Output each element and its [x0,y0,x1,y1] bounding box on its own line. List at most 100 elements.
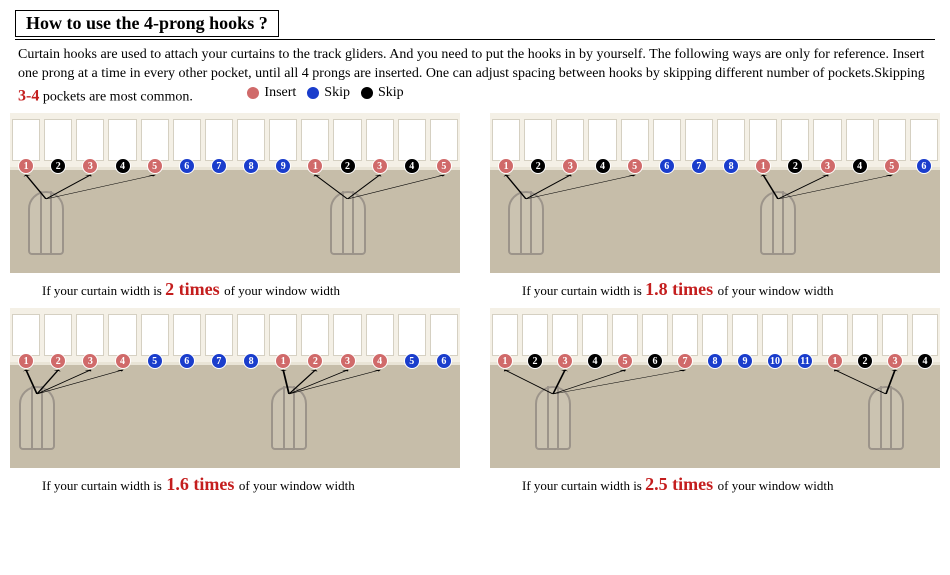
pocket-dot: 8 [723,158,739,174]
dots-row: 12345678910111234 [490,362,940,382]
pocket-slot [269,314,297,356]
caption-text-a: If your curtain width is [42,478,162,493]
pocket-dot: 2 [527,353,543,369]
legend-dot [360,86,374,100]
page-title: How to use the 4-prong hooks ? [15,10,279,37]
pocket-dot: 4 [917,353,933,369]
panel: 12345678910111234 If your curtain width i… [490,308,940,495]
pocket-slot [269,119,297,161]
description-red: 3-4 [18,87,39,104]
pocket-slot [556,119,584,161]
pocket-slot [612,314,638,356]
panel-caption: If your curtain width is 1.6 times of yo… [42,474,460,495]
pocket-dot: 3 [557,353,573,369]
caption-multiplier: 1.6 times [162,474,239,494]
pocket-dot: 5 [884,158,900,174]
pocket-dot: 2 [340,158,356,174]
pocket-dot: 3 [372,158,388,174]
pocket-slot [205,119,233,161]
panel-caption: If your curtain width is 2.5 times of yo… [522,474,940,495]
panel-caption: If your curtain width is 2 times of your… [42,279,460,300]
panel-diagram: 12345678912345 [10,113,460,273]
pocket-slot [301,314,329,356]
pocket-slot [173,119,201,161]
pocket-slot [522,314,548,356]
pocket-dot: 1 [275,353,291,369]
prong-hook [760,191,796,255]
pocket-slot [76,119,104,161]
pocket-dot: 3 [887,353,903,369]
pocket-slot [524,119,552,161]
pocket-slot [492,119,520,161]
prong-hook [28,191,64,255]
pocket-dot: 1 [307,158,323,174]
pocket-dot: 2 [787,158,803,174]
caption-text-b: of your window width [224,283,340,298]
pocket-slot [822,314,848,356]
legend-dot [246,86,260,100]
pocket-dot: 5 [147,353,163,369]
pocket-slot [366,119,394,161]
panel: 12345678123456 If your curtain width is 1… [490,113,940,300]
prong-hook [330,191,366,255]
pocket-dot: 5 [147,158,163,174]
pocket-dot: 4 [372,353,388,369]
pocket-dot: 3 [562,158,578,174]
pocket-dot: 9 [737,353,753,369]
panel-caption: If your curtain width is 1.8 times of yo… [522,279,940,300]
prong-hook [19,386,55,450]
pocket-tape [10,113,460,167]
pocket-dot: 5 [617,353,633,369]
pocket-slot [912,314,938,356]
pocket-slot [852,314,878,356]
pocket-slot [237,314,265,356]
pocket-slot [398,314,426,356]
pocket-slot [792,314,818,356]
pocket-slot [398,119,426,161]
pocket-dot: 3 [82,353,98,369]
pocket-slot [492,314,518,356]
pocket-dot: 11 [797,353,813,369]
pocket-slot [333,119,361,161]
pocket-slot [108,314,136,356]
pocket-dot: 4 [852,158,868,174]
description-text-a: Curtain hooks are used to attach your cu… [18,47,925,81]
pocket-slot [552,314,578,356]
pocket-dot: 6 [647,353,663,369]
panel-diagram: 12345678123456 [490,113,940,273]
pocket-dot: 5 [404,353,420,369]
pocket-slot [108,119,136,161]
pocket-slot [642,314,668,356]
caption-multiplier: 2.5 times [645,474,717,494]
pocket-slot [653,119,681,161]
pocket-slot [430,314,458,356]
pocket-dot: 6 [916,158,932,174]
caption-text-a: If your curtain width is [42,283,165,298]
pocket-slot [702,314,728,356]
pocket-dot: 4 [587,353,603,369]
prong-hook [271,386,307,450]
pocket-slot [76,314,104,356]
pocket-slot [205,314,233,356]
prong-hook [508,191,544,255]
pocket-slot [910,119,938,161]
pocket-slot [732,314,758,356]
panel-diagram: 12345678123456 [10,308,460,468]
pocket-dot: 7 [211,158,227,174]
pocket-dot: 2 [50,158,66,174]
pocket-dot: 4 [115,158,131,174]
pocket-dot: 10 [767,353,783,369]
pocket-dot: 3 [820,158,836,174]
legend-label: Skip [324,84,350,103]
description-block: Curtain hooks are used to attach your cu… [18,46,932,107]
pocket-slot [44,314,72,356]
pocket-slot [301,119,329,161]
pocket-slot [237,119,265,161]
dots-row: 12345678123456 [10,362,460,382]
pocket-dot: 8 [243,158,259,174]
caption-text-a: If your curtain width is [522,478,645,493]
pocket-dot: 1 [498,158,514,174]
caption-text-b: of your window width [239,478,355,493]
dots-row: 12345678123456 [490,167,940,187]
pocket-slot [813,119,841,161]
